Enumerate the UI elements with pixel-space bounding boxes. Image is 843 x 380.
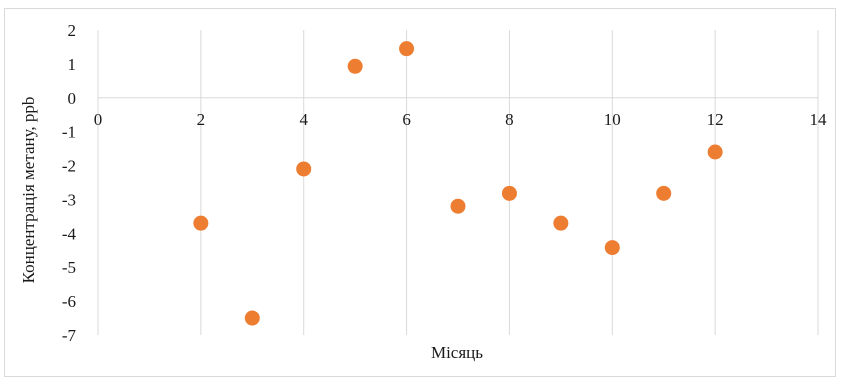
y-tick-label: -7	[62, 326, 77, 345]
y-tick-label: 0	[68, 89, 77, 108]
data-point	[399, 41, 415, 57]
data-point	[656, 185, 672, 201]
data-point	[296, 161, 312, 177]
data-point	[501, 185, 517, 201]
x-tick-label: 2	[197, 110, 206, 129]
x-tick-label: 14	[810, 110, 828, 129]
chart-area	[4, 8, 836, 377]
data-point	[604, 240, 620, 256]
x-tick-label: 8	[505, 110, 514, 129]
x-tick-label: 12	[707, 110, 724, 129]
data-points	[193, 41, 723, 326]
axes	[97, 30, 818, 335]
y-tick-label: -6	[62, 292, 76, 311]
x-axis-title: Місяць	[431, 343, 483, 362]
grid-lines	[200, 30, 819, 335]
y-tick-label: -3	[62, 190, 76, 209]
x-tick-label: 0	[94, 110, 103, 129]
data-point	[707, 144, 723, 160]
x-tick-labels: 0 2 4 6 8 10 12 14	[94, 110, 827, 129]
y-tick-labels: 2 1 0 -1 -2 -3 -4 -5 -6 -7	[62, 21, 77, 345]
x-tick-label: 10	[604, 110, 621, 129]
data-point	[347, 58, 363, 74]
y-tick-label: -5	[62, 258, 76, 277]
y-tick-label: 2	[68, 21, 77, 40]
data-point	[450, 198, 466, 214]
y-tick-label: -2	[62, 157, 76, 176]
y-tick-label: 1	[68, 55, 77, 74]
y-tick-label: -1	[62, 123, 76, 142]
data-point	[193, 215, 209, 231]
x-tick-label: 4	[299, 110, 308, 129]
y-axis-title: Концентрація метану, ppb	[19, 97, 38, 284]
y-tick-label: -4	[62, 224, 77, 243]
data-point	[244, 310, 260, 326]
x-tick-label: 6	[402, 110, 411, 129]
data-point	[553, 215, 569, 231]
